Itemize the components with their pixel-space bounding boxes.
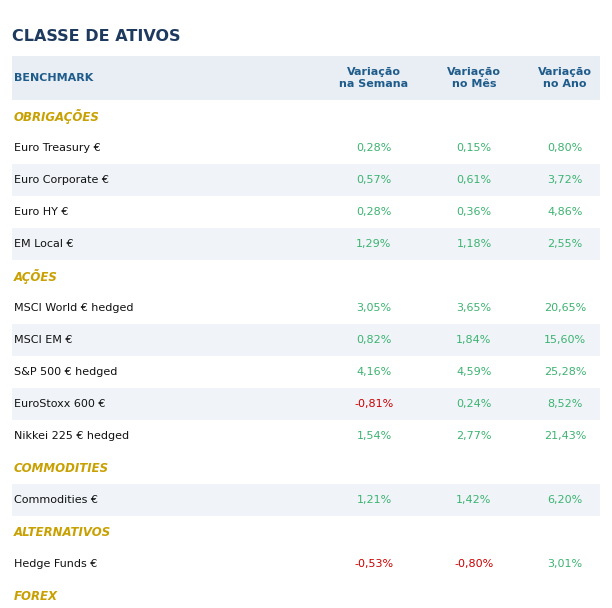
Text: 6,20%: 6,20% bbox=[547, 495, 583, 505]
Text: COMMODITIES: COMMODITIES bbox=[14, 461, 109, 474]
Bar bbox=[12, 484, 600, 516]
Bar bbox=[12, 100, 600, 132]
Bar bbox=[12, 132, 600, 164]
Text: EuroStoxx 600 €: EuroStoxx 600 € bbox=[14, 399, 105, 409]
Text: 4,16%: 4,16% bbox=[356, 367, 392, 377]
Text: BENCHMARK: BENCHMARK bbox=[14, 73, 93, 83]
Text: Euro Corporate €: Euro Corporate € bbox=[14, 175, 109, 185]
Text: 0,15%: 0,15% bbox=[457, 143, 491, 153]
Text: 0,36%: 0,36% bbox=[457, 207, 491, 217]
Text: 0,24%: 0,24% bbox=[457, 399, 491, 409]
Text: 3,65%: 3,65% bbox=[457, 303, 491, 313]
Text: 3,72%: 3,72% bbox=[547, 175, 583, 185]
Text: CLASSE DE ATIVOS: CLASSE DE ATIVOS bbox=[12, 29, 181, 44]
Text: Variação
no Mês: Variação no Mês bbox=[447, 67, 501, 89]
Text: 0,28%: 0,28% bbox=[356, 207, 392, 217]
Text: Euro HY €: Euro HY € bbox=[14, 207, 69, 217]
Text: 2,77%: 2,77% bbox=[457, 431, 492, 441]
Text: 0,57%: 0,57% bbox=[356, 175, 392, 185]
Bar bbox=[12, 356, 600, 388]
Text: 15,60%: 15,60% bbox=[544, 335, 586, 345]
Text: 1,18%: 1,18% bbox=[457, 239, 491, 249]
Text: Variação
no Ano: Variação no Ano bbox=[538, 67, 592, 89]
Text: 20,65%: 20,65% bbox=[544, 303, 586, 313]
Bar bbox=[12, 260, 600, 292]
Text: -0,53%: -0,53% bbox=[354, 559, 394, 569]
Bar bbox=[12, 56, 600, 100]
Text: 4,86%: 4,86% bbox=[547, 207, 583, 217]
Text: 1,42%: 1,42% bbox=[457, 495, 491, 505]
Bar bbox=[12, 580, 600, 608]
Bar bbox=[12, 324, 600, 356]
Text: OBRIGAÇÕES: OBRIGAÇÕES bbox=[14, 108, 100, 123]
Text: 3,01%: 3,01% bbox=[548, 559, 583, 569]
Text: 1,21%: 1,21% bbox=[356, 495, 392, 505]
Text: -0,81%: -0,81% bbox=[354, 399, 394, 409]
Bar bbox=[12, 228, 600, 260]
Text: 1,54%: 1,54% bbox=[356, 431, 392, 441]
Bar bbox=[12, 196, 600, 228]
Text: -0,80%: -0,80% bbox=[454, 559, 494, 569]
Text: Nikkei 225 € hedged: Nikkei 225 € hedged bbox=[14, 431, 129, 441]
Text: Commodities €: Commodities € bbox=[14, 495, 98, 505]
Text: MSCI World € hedged: MSCI World € hedged bbox=[14, 303, 133, 313]
Text: ALTERNATIVOS: ALTERNATIVOS bbox=[14, 525, 111, 539]
Bar bbox=[12, 164, 600, 196]
Bar bbox=[12, 420, 600, 452]
Text: 0,28%: 0,28% bbox=[356, 143, 392, 153]
Text: 3,05%: 3,05% bbox=[356, 303, 392, 313]
Text: 1,29%: 1,29% bbox=[356, 239, 392, 249]
Bar bbox=[12, 516, 600, 548]
Text: 0,61%: 0,61% bbox=[457, 175, 491, 185]
Bar bbox=[12, 548, 600, 580]
Bar bbox=[12, 292, 600, 324]
Text: EM Local €: EM Local € bbox=[14, 239, 73, 249]
Text: Euro Treasury €: Euro Treasury € bbox=[14, 143, 100, 153]
Text: S&P 500 € hedged: S&P 500 € hedged bbox=[14, 367, 118, 377]
Text: 25,28%: 25,28% bbox=[543, 367, 586, 377]
Text: 0,82%: 0,82% bbox=[356, 335, 392, 345]
Text: 8,52%: 8,52% bbox=[547, 399, 583, 409]
Text: FOREX: FOREX bbox=[14, 590, 58, 603]
Text: 21,43%: 21,43% bbox=[544, 431, 586, 441]
Text: Hedge Funds €: Hedge Funds € bbox=[14, 559, 97, 569]
Bar bbox=[12, 452, 600, 484]
Text: Variação
na Semana: Variação na Semana bbox=[340, 67, 409, 89]
Text: AÇÕES: AÇÕES bbox=[14, 269, 58, 283]
Text: 2,55%: 2,55% bbox=[547, 239, 583, 249]
Text: MSCI EM €: MSCI EM € bbox=[14, 335, 72, 345]
Text: 0,80%: 0,80% bbox=[547, 143, 583, 153]
Text: 4,59%: 4,59% bbox=[457, 367, 491, 377]
Bar bbox=[12, 388, 600, 420]
Text: 1,84%: 1,84% bbox=[457, 335, 491, 345]
